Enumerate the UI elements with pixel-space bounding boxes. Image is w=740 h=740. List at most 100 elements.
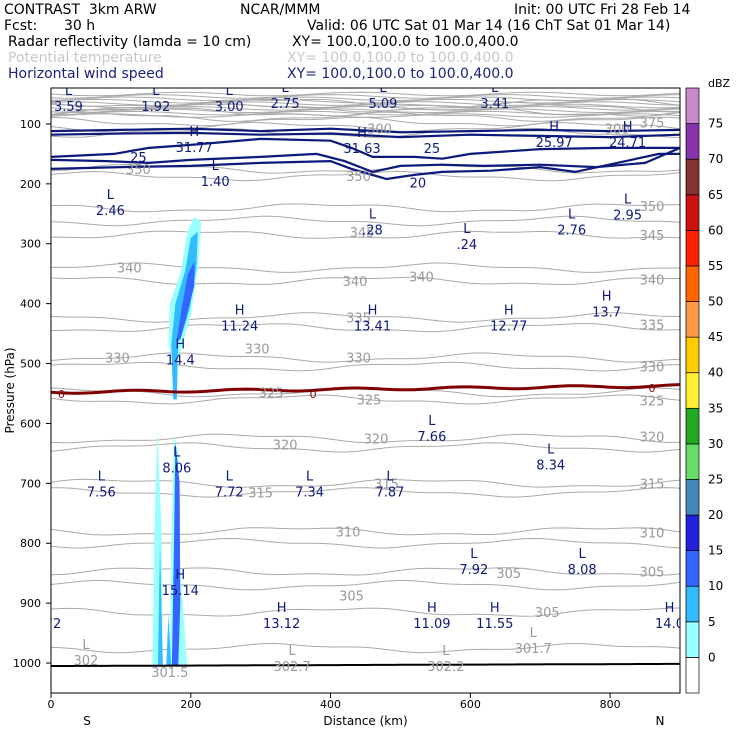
y-tick-label: 200: [20, 178, 41, 191]
colorbar-swatch: [685, 194, 700, 231]
theta-extremum-marker: L: [82, 638, 90, 653]
extremum-marker: L: [428, 414, 436, 429]
reflectivity-blob: [166, 615, 172, 666]
extremum-value: 11.09: [413, 617, 450, 632]
extremum-marker: H: [277, 601, 287, 616]
extremum-marker: L: [579, 547, 587, 562]
theta-extremum-value: 302.7: [274, 660, 311, 675]
extremum-value: 3.00: [215, 100, 244, 115]
theta-contour: [51, 98, 680, 104]
colorbar-swatch: [685, 336, 700, 374]
theta-contour: [51, 262, 680, 273]
theta-contour: [51, 91, 680, 97]
colorbar-level-label: 60: [708, 223, 723, 237]
valid-time: Valid: 06 UTC Sat 01 Mar 14 (16 ChT Sat …: [307, 18, 671, 34]
y-tick-label: 100: [20, 118, 41, 131]
colorbar-level-label: 40: [708, 366, 723, 380]
extremum-value: 3.59: [54, 100, 83, 115]
y-tick-label: 800: [20, 537, 41, 550]
theta-contour: [51, 101, 680, 106]
colorbar-swatch: [685, 443, 700, 480]
extremum-marker: H: [623, 120, 633, 135]
extremum-value: 2.46: [96, 204, 125, 219]
colorbar-level-label: 55: [708, 259, 723, 273]
theta-extremum-value: 301.5: [151, 666, 188, 681]
extremum-value: 2.95: [613, 209, 642, 224]
reflectivity-blob: [171, 339, 179, 400]
theta-contour: [51, 127, 680, 138]
extremum-value: 25.97: [536, 136, 573, 151]
field-name-reflectivity: Radar reflectivity (lamda = 10 cm): [8, 34, 252, 50]
colorbar-level-label: 45: [708, 330, 723, 344]
theta-extremum-value: 301.7: [515, 642, 552, 657]
colorbar-level-label: 35: [708, 401, 723, 415]
theta-contour: [51, 94, 680, 99]
theta-contour: [51, 442, 680, 453]
extremum-marker: H: [602, 290, 612, 305]
extremum-value: 31.63: [343, 142, 380, 157]
extremum-value: 1.40: [201, 175, 230, 190]
extremum-value: 7.87: [375, 485, 404, 500]
theta-extremum-value: 302: [74, 654, 99, 669]
x-axis-label: Distance (km): [323, 714, 407, 728]
field-name-wind: Horizontal wind speed: [8, 66, 164, 82]
x-tick-label: 600: [460, 698, 481, 711]
theta-contour: [51, 96, 680, 102]
theta-label: 330: [346, 352, 371, 367]
theta-label: 340: [343, 275, 368, 290]
theta-label: 300: [605, 123, 630, 138]
theta-label: 325: [259, 386, 284, 401]
theta-label: 330: [105, 352, 130, 367]
extremum-marker: L: [369, 208, 377, 223]
extremum-value: 7.66: [417, 430, 446, 445]
theta-label: 375: [640, 117, 665, 132]
colorbar-swatch: [685, 265, 700, 302]
theta-label: 305: [496, 567, 521, 582]
x-tick-label: 200: [180, 698, 201, 711]
colorbar-level-label: 10: [708, 579, 723, 593]
extremum-marker: H: [175, 568, 185, 583]
extremum-marker: L: [386, 469, 394, 484]
theta-label: 320: [273, 438, 298, 453]
extremum-marker: L: [463, 222, 471, 237]
colorbar-swatch: [685, 87, 700, 124]
theta-label: 345: [350, 226, 375, 241]
wind-contour-label: 20: [410, 177, 427, 192]
theta-label: 340: [117, 262, 142, 277]
extremum-marker: H: [427, 601, 437, 616]
colorbar-swatch: [685, 585, 700, 623]
theta-label: 340: [640, 274, 665, 289]
y-tick-label: 300: [20, 238, 41, 251]
extremum-value: 8.34: [536, 458, 565, 473]
colorbar-swatch: [685, 158, 700, 196]
extremum-marker: H: [504, 303, 514, 318]
wind-contour: [51, 146, 680, 174]
theta-label: 310: [640, 526, 665, 541]
extremum-marker: L: [152, 84, 160, 99]
theta-label: 330: [245, 343, 270, 358]
extremum-value: 8.06: [162, 461, 191, 476]
reflectivity-blob: [171, 441, 181, 666]
extremum-value: .72: [41, 617, 62, 632]
theta-label: 350: [640, 200, 665, 215]
freezing-label: 0: [58, 388, 65, 401]
colorbar-level-label: 0: [708, 650, 716, 664]
extremum-value: 12.77: [490, 319, 527, 334]
theta-label: 320: [364, 432, 389, 447]
y-tick-label: 900: [20, 597, 41, 610]
theta-label: 315: [374, 477, 399, 492]
extremum-value: .24: [456, 238, 477, 253]
theta-label: 305: [535, 606, 560, 621]
wind-contour-label: 25: [130, 151, 147, 166]
colorbar-level-label: 15: [708, 544, 723, 558]
extremum-marker: H: [235, 303, 245, 318]
theta-label: 350: [126, 163, 151, 178]
theta-label: 345: [640, 229, 665, 244]
reflectivity-field: [152, 216, 202, 666]
colorbar-swatch: [685, 372, 700, 409]
extremum-marker: L: [173, 445, 181, 460]
theta-label: 340: [409, 271, 434, 286]
colorbar-level-label: 30: [708, 437, 723, 451]
